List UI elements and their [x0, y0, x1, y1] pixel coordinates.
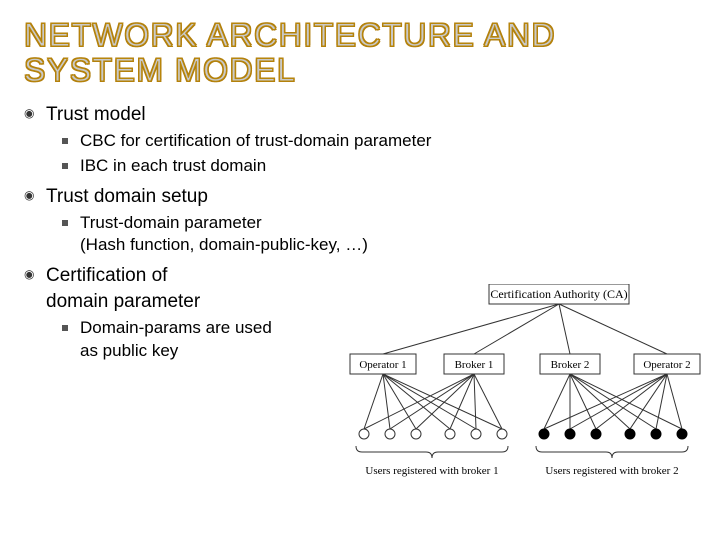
bullet-trust-model: Trust model CBC for certification of tru…: [24, 102, 696, 178]
svg-text:Certification Authority (CA): Certification Authority (CA): [490, 287, 627, 301]
bullet-trust-domain-setup: Trust domain setup Trust-domain paramete…: [24, 184, 696, 258]
bullet-text: Certification of: [46, 265, 167, 286]
diagram-svg: Certification Authority (CA) Operator 1 Br…: [344, 284, 714, 504]
subbullet-text: CBC for certification of trust-domain pa…: [80, 131, 431, 150]
svg-text:Operator 2: Operator 2: [643, 359, 690, 371]
svg-text:Broker 1: Broker 1: [455, 359, 494, 371]
subbullet: IBC in each trust domain: [46, 155, 696, 178]
svg-text:Broker 2: Broker 2: [551, 359, 590, 371]
subbullet: CBC for certification of trust-domain pa…: [46, 130, 696, 153]
subbullet-text: Domain-params are used: [80, 318, 272, 337]
slide-title: NETWORK ARCHITECTURE AND SYSTEM MODEL: [24, 18, 696, 88]
bullet-text: domain parameter: [46, 291, 200, 312]
subbullet: Trust-domain parameter (Hash function, d…: [46, 212, 696, 258]
svg-text:Operator 1: Operator 1: [359, 359, 406, 371]
bullet-text: Trust model: [46, 104, 146, 125]
subbullet-text: Trust-domain parameter: [80, 213, 262, 232]
subbullet-text: as public key: [80, 341, 178, 360]
subbullet-text: IBC in each trust domain: [80, 156, 266, 175]
trust-hierarchy-diagram: Certification Authority (CA) Operator 1 Br…: [344, 284, 714, 504]
subbullet-text: (Hash function, domain-public-key, …): [80, 235, 368, 254]
svg-text:Users registered with broker 2: Users registered with broker 2: [545, 465, 678, 477]
title-line-2: SYSTEM MODEL: [24, 52, 296, 88]
title-line-1: NETWORK ARCHITECTURE AND: [24, 17, 556, 53]
bullet-text: Trust domain setup: [46, 186, 208, 207]
slide: NETWORK ARCHITECTURE AND SYSTEM MODEL Tr…: [0, 0, 720, 540]
svg-text:Users registered with broker 1: Users registered with broker 1: [365, 465, 498, 477]
